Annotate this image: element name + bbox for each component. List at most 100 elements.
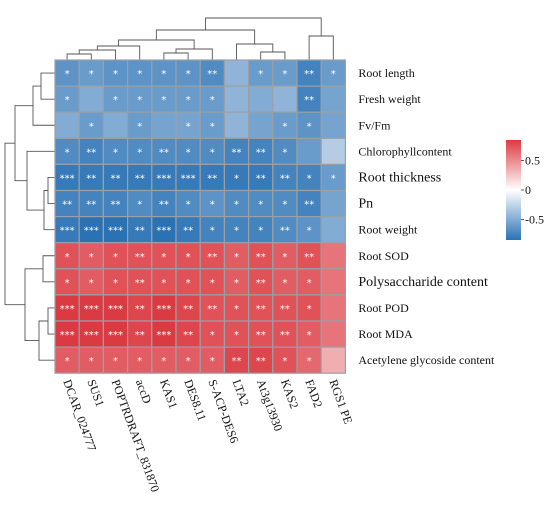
significance-mark: * [161,95,166,106]
heatmap-cell [126,59,153,87]
heatmap-cell [320,163,347,192]
significance-mark: ** [256,147,266,158]
significance-mark: *** [156,226,171,237]
dendrogram-branch [308,35,334,60]
significance-mark: ** [135,330,145,341]
significance-mark: * [258,226,263,237]
significance-mark: ** [304,95,314,106]
significance-mark: ** [183,226,193,237]
significance-mark: ** [256,173,266,184]
significance-mark: * [282,147,287,158]
significance-mark: *** [156,173,171,184]
significance-mark: * [331,173,336,184]
heatmap-cell [320,111,347,139]
column-label: RGS1 PE [326,377,355,425]
row-label: Root SOD [358,249,409,263]
heatmap-cell [320,268,347,296]
significance-mark: * [89,69,94,80]
heatmap-cell [272,85,298,113]
heatmap-cell [199,111,225,139]
significance-mark: * [137,200,142,211]
heatmap-cell [199,320,225,348]
heatmap-cell [102,137,129,166]
heatmap-cell [54,111,80,139]
significance-mark: ** [256,356,266,367]
significance-mark: * [65,356,70,367]
heatmap-cell [54,294,80,322]
significance-mark: * [137,147,142,158]
column-label: KAS2 [278,377,301,410]
significance-mark: * [282,252,287,263]
heatmap-cell [272,189,298,218]
significance-mark: * [65,95,70,106]
heatmap-cell [151,85,177,113]
significance-mark: * [210,147,215,158]
heatmap-cell [175,216,201,244]
heatmap-cell [126,216,153,244]
heatmap-cell [248,137,274,166]
significance-mark: *** [108,226,123,237]
significance-mark: ** [183,304,193,315]
heatmap-cell [151,111,177,139]
significance-mark: ** [135,304,145,315]
heatmap-cell [223,85,250,113]
dendrogram-branch [175,48,213,60]
heatmap-cell [296,137,322,166]
heatmap-cell [102,242,129,270]
heatmap-cell [223,59,250,87]
significance-mark: ** [86,200,96,211]
dendrogram-branch [42,255,55,283]
significance-mark: * [113,356,118,367]
heatmap-cell [54,346,80,374]
significance-mark: * [161,278,166,289]
heatmap-cell [223,268,250,296]
significance-mark: ** [135,278,145,289]
significance-mark: ** [207,252,217,263]
heatmap-cell [248,189,274,218]
significance-mark: ** [304,200,314,211]
significance-mark: * [65,147,70,158]
dendrogram-branch [78,49,116,60]
significance-mark: ** [232,356,242,367]
dendrogram-branch [4,142,25,306]
significance-mark: ** [86,147,96,158]
significance-mark: *** [60,330,75,341]
dendrogram-branch [205,17,322,36]
heatmap-cell [296,216,322,244]
significance-mark: * [331,69,336,80]
heatmap-cell [199,189,225,218]
column-label: LTA2 [230,377,252,407]
column-label: POPTRDRAFT_831870 [109,377,163,493]
row-label: Root thickness [358,170,441,185]
heatmap-cell [320,189,347,218]
significance-mark: ** [207,69,217,80]
significance-mark: *** [60,304,75,315]
dendrogram-branch [260,51,286,60]
dendrogram-branch [38,320,55,361]
row-label: Fv/Fm [358,118,391,132]
row-label: Root weight [358,223,418,237]
significance-mark: * [186,356,191,367]
heatmap-cell [320,294,347,322]
significance-mark: *** [60,226,75,237]
legend-tick-label: -0.5 [525,212,544,226]
heatmap-cell [296,111,322,139]
significance-mark: ** [304,252,314,263]
heatmap-cell [199,137,225,166]
heatmap-cell [199,346,225,374]
heatmap-cell [248,85,274,113]
significance-mark: ** [256,330,266,341]
dendrogram-branch [43,190,55,231]
significance-mark: * [234,278,239,289]
significance-mark: * [186,200,191,211]
dendrogram-branch [96,45,141,60]
heatmap-cell [320,137,347,166]
significance-mark: * [137,69,142,80]
row-label: Root MDA [358,327,413,341]
heatmap-cells [54,59,347,374]
significance-mark: ** [159,147,169,158]
significance-mark: ** [256,304,266,315]
significance-mark: ** [135,252,145,263]
significance-mark: * [161,69,166,80]
